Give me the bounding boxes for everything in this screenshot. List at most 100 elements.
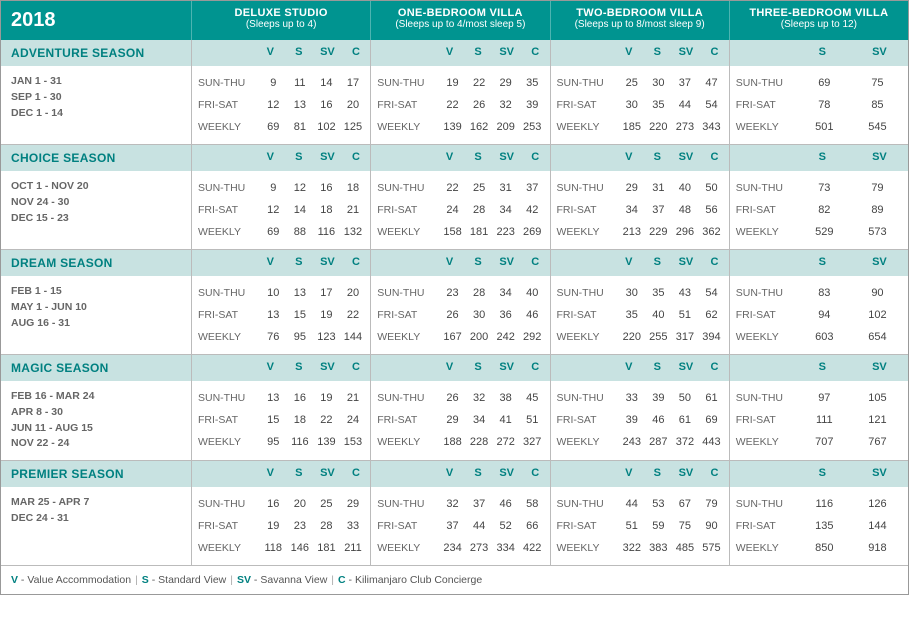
point-value: 90: [698, 520, 725, 532]
data-row: WEEKLY234273334422: [375, 537, 545, 559]
data-row: SUN-THU32374658: [375, 493, 545, 515]
point-value: 105: [851, 392, 904, 404]
view-col-header: SV: [672, 145, 701, 171]
point-value: 24: [340, 414, 367, 426]
point-value: 287: [645, 436, 672, 448]
data-row: WEEKLY118146181211: [196, 537, 366, 559]
view-col-header: C: [342, 145, 371, 171]
point-value: 188: [439, 436, 466, 448]
point-value: 41: [492, 414, 519, 426]
period-label: FRI-SAT: [375, 99, 439, 111]
legend-value: Value Accommodation: [27, 574, 131, 586]
season-block: DREAM SEASONVSSVCVSSVCVSSVCSSVFEB 1 - 15…: [1, 250, 908, 355]
data-row: FRI-SAT22263239: [375, 94, 545, 116]
data-row: SUN-THU8390: [734, 282, 904, 304]
column-headers: VSSVC: [550, 145, 729, 171]
period-label: WEEKLY: [375, 331, 439, 343]
room-data-block: SUN-THU16202529FRI-SAT19232833WEEKLY1181…: [191, 487, 370, 565]
period-label: FRI-SAT: [555, 99, 619, 111]
data-row: FRI-SAT35405162: [555, 304, 725, 326]
point-value: 443: [698, 436, 725, 448]
point-value: 19: [313, 392, 340, 404]
view-col-header: S: [794, 461, 851, 487]
period-label: WEEKLY: [734, 121, 798, 133]
column-headers: VSSVC: [191, 145, 370, 171]
view-col-header: SV: [492, 250, 521, 276]
point-value: 26: [439, 309, 466, 321]
point-value: 529: [798, 226, 851, 238]
point-value: 153: [340, 436, 367, 448]
point-value: 10: [260, 287, 287, 299]
point-value: 111: [798, 414, 851, 426]
date-range: FEB 1 - 15: [11, 284, 181, 300]
point-value: 23: [287, 520, 314, 532]
point-value: 383: [645, 542, 672, 554]
view-col-header: SV: [851, 355, 908, 381]
point-value: 28: [466, 204, 493, 216]
point-value: 17: [340, 77, 367, 89]
point-value: 16: [260, 498, 287, 510]
point-value: 31: [492, 182, 519, 194]
column-headers: SSV: [729, 250, 908, 276]
view-col-header: SV: [672, 250, 701, 276]
period-label: FRI-SAT: [375, 309, 439, 321]
point-value: 81: [287, 121, 314, 133]
view-col-header: SV: [851, 461, 908, 487]
data-row: WEEKLY95116139153: [196, 431, 366, 453]
view-col-header: S: [643, 40, 672, 66]
room-data-block: SUN-THU13161921FRI-SAT15182224WEEKLY9511…: [191, 381, 370, 460]
data-row: FRI-SAT15182224: [196, 409, 366, 431]
point-value: 44: [619, 498, 646, 510]
legend-key: S: [142, 574, 149, 586]
room-data-block: SUN-THU32374658FRI-SAT37445266WEEKLY2342…: [370, 487, 549, 565]
column-headers: VSSVC: [191, 40, 370, 66]
point-value: 69: [798, 77, 851, 89]
period-label: SUN-THU: [375, 182, 439, 194]
data-row: SUN-THU19222935: [375, 72, 545, 94]
room-sleeps: (Sleeps up to 4): [196, 19, 366, 30]
point-value: 13: [260, 392, 287, 404]
data-row: WEEKLY167200242292: [375, 326, 545, 348]
room-data-block: SUN-THU23283440FRI-SAT26303646WEEKLY1672…: [370, 276, 549, 354]
point-value: 51: [672, 309, 699, 321]
season-head: ADVENTURE SEASONVSSVCVSSVCVSSVCSSV: [1, 40, 908, 66]
data-row: WEEKLY213229296362: [555, 221, 725, 243]
point-value: 102: [851, 309, 904, 321]
point-value: 29: [340, 498, 367, 510]
data-row: FRI-SAT135144: [734, 515, 904, 537]
point-value: 126: [851, 498, 904, 510]
point-value: 185: [619, 121, 646, 133]
point-value: 37: [645, 204, 672, 216]
point-value: 102: [313, 121, 340, 133]
season-name: DREAM SEASON: [1, 250, 191, 276]
period-label: SUN-THU: [196, 287, 260, 299]
room-sleeps: (Sleeps up to 12): [734, 19, 904, 30]
period-label: SUN-THU: [734, 392, 798, 404]
point-value: 372: [672, 436, 699, 448]
period-label: FRI-SAT: [734, 520, 798, 532]
data-row: SUN-THU13161921: [196, 387, 366, 409]
point-value: 54: [698, 287, 725, 299]
point-value: 234: [439, 542, 466, 554]
point-value: 220: [645, 121, 672, 133]
data-row: SUN-THU30354354: [555, 282, 725, 304]
point-value: 116: [287, 436, 314, 448]
room-data-block: SUN-THU6975FRI-SAT7885WEEKLY501545: [729, 66, 908, 144]
date-range: SEP 1 - 30: [11, 90, 181, 106]
point-value: 14: [287, 204, 314, 216]
room-data-block: SUN-THU10131720FRI-SAT13151922WEEKLY7695…: [191, 276, 370, 354]
view-col-header: SV: [313, 145, 342, 171]
point-value: 362: [698, 226, 725, 238]
data-row: WEEKLY529573: [734, 221, 904, 243]
point-value: 38: [492, 392, 519, 404]
view-col-header: S: [643, 355, 672, 381]
point-value: 22: [439, 99, 466, 111]
room-sleeps: (Sleeps up to 8/most sleep 9): [555, 19, 725, 30]
data-row: SUN-THU116126: [734, 493, 904, 515]
data-row: SUN-THU7379: [734, 177, 904, 199]
legend-separator: |: [331, 574, 334, 586]
point-value: 52: [492, 520, 519, 532]
point-value: 135: [798, 520, 851, 532]
point-value: 22: [313, 414, 340, 426]
point-value: 39: [519, 99, 546, 111]
